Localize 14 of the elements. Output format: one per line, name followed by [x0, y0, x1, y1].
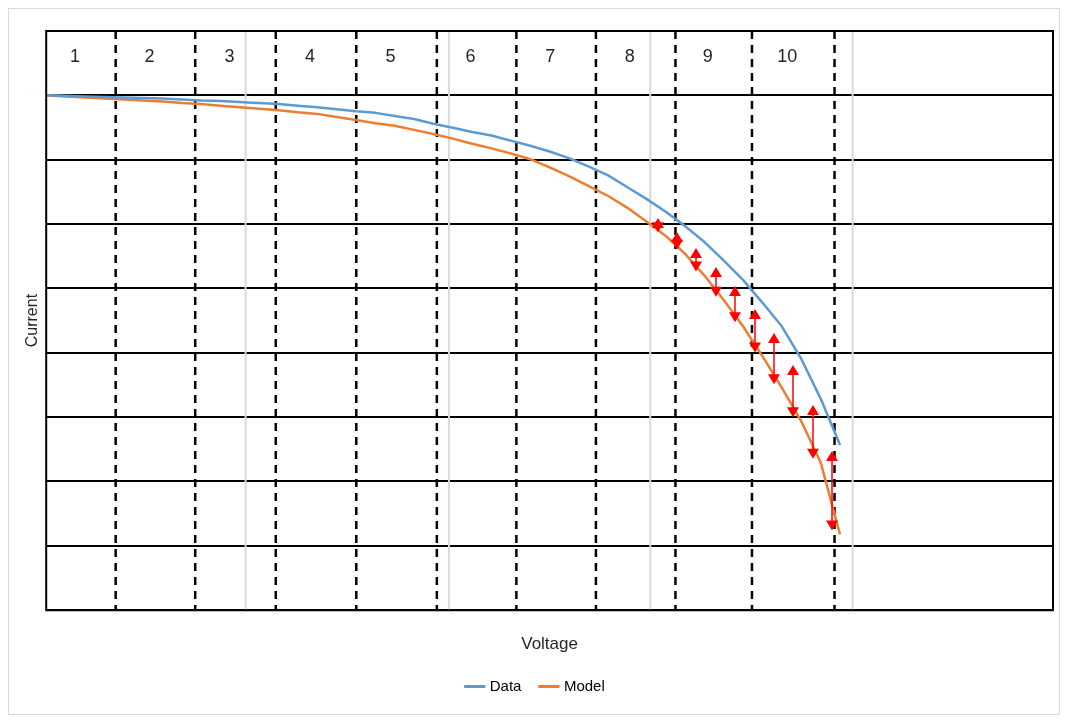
text: 2	[144, 45, 155, 66]
text: 5	[385, 45, 396, 66]
y-axis-title: Current	[23, 293, 41, 348]
text: 4	[305, 45, 316, 66]
legend-label: Data	[489, 676, 523, 694]
legend-label: Model	[563, 676, 605, 694]
text: 8	[624, 45, 635, 66]
text: 6	[465, 45, 476, 66]
text: 10	[777, 45, 798, 66]
text: 9	[702, 45, 713, 66]
text: 1	[69, 45, 80, 66]
x-axis-title: Voltage	[521, 634, 578, 654]
text: 7	[545, 45, 556, 66]
text: 3	[224, 45, 235, 66]
